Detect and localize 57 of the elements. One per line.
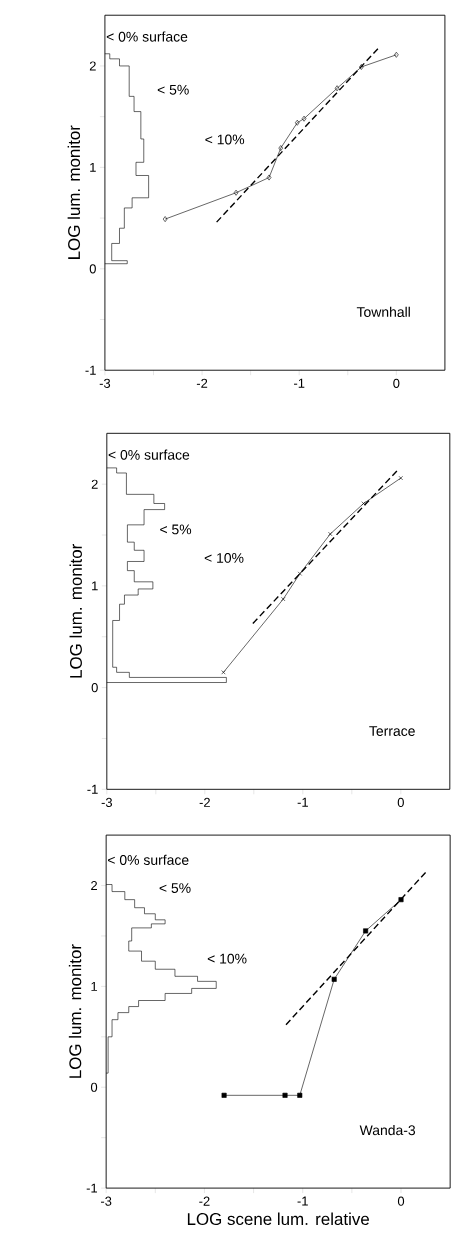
x-axis-title: LOG scene lum. relative (187, 1212, 369, 1226)
y-tick-label: 2 (91, 479, 98, 489)
x-tick-label: -3 (99, 378, 111, 388)
y-tick-label: 0 (90, 1082, 98, 1092)
y-tick-label: 1 (90, 162, 96, 172)
x-tick-label: -1 (297, 1196, 308, 1206)
point (281, 596, 286, 602)
point (301, 115, 307, 122)
annotation: < 5% (159, 883, 191, 893)
x-tick-label: 0 (397, 797, 404, 807)
point (361, 501, 366, 506)
annotation: < 5% (157, 84, 189, 95)
annotation: < 5% (160, 524, 192, 535)
y-tick-label: 0 (89, 264, 96, 274)
x-tick-label: -2 (196, 378, 208, 388)
y-axis-title: LOG lum. monitor (67, 125, 81, 259)
annotation: < 0% surface (106, 31, 188, 42)
point (295, 119, 300, 126)
annotation: < 10% (205, 134, 245, 145)
y-tick-label: 1 (92, 581, 98, 591)
x-tick-label: -3 (100, 1196, 112, 1206)
y-tick-label: 2 (91, 881, 97, 891)
y-tick-label: -1 (87, 784, 98, 794)
point (334, 85, 340, 92)
x-tick-label: 0 (393, 378, 400, 388)
y-tick-label: -1 (86, 1183, 98, 1193)
annotation: < 10% (207, 953, 247, 964)
point (233, 189, 239, 196)
text: Townhall (356, 306, 410, 318)
annotation: < 0% surface (108, 854, 189, 865)
x-tick-label: 0 (397, 1196, 405, 1206)
point (359, 64, 364, 70)
text: Wanda-3 (359, 1124, 416, 1136)
point (331, 976, 337, 982)
point (297, 1092, 303, 1098)
y-tick-label: 1 (91, 981, 98, 991)
y-axis-title: LOG lum. monitor (68, 944, 82, 1078)
x-tick-label: -2 (199, 1196, 210, 1206)
point (363, 928, 369, 934)
point (221, 1092, 227, 1098)
y-tick-label: 2 (89, 61, 96, 71)
annotation: < 10% (204, 552, 244, 563)
text: Terrace (369, 726, 415, 736)
point (282, 1092, 288, 1098)
x-tick-label: -3 (101, 797, 113, 807)
point (266, 174, 272, 181)
y-tick-label: -1 (85, 365, 96, 375)
point (328, 531, 333, 537)
point (398, 897, 404, 903)
x-tick-label: -2 (199, 797, 210, 807)
annotation: < 0% surface (108, 449, 190, 460)
x-tick-label: -1 (294, 378, 305, 388)
point (297, 571, 303, 576)
y-axis-title: LOG lum. monitor (69, 544, 82, 678)
y-tick-label: 0 (91, 683, 98, 693)
point (278, 145, 283, 151)
x-tick-label: -1 (297, 797, 308, 807)
